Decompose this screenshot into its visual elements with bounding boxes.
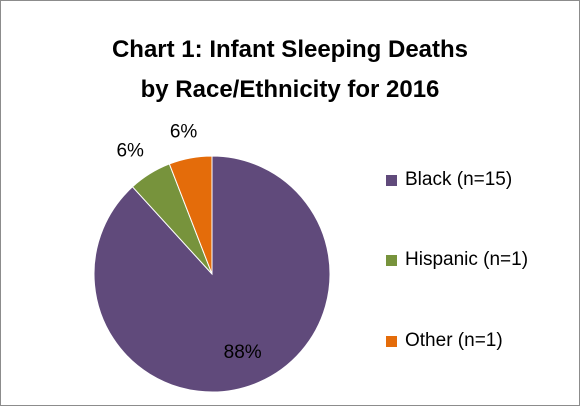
legend-label-hispanic: Hispanic (n=1)	[405, 249, 529, 270]
pie-slice-black	[93, 155, 331, 393]
legend-label-other: Other (n=1)	[405, 330, 503, 351]
chart-title-line-1: Chart 1: Infant Sleeping Deaths	[111, 36, 469, 63]
slice-label-black: 88%	[224, 342, 262, 363]
legend-swatch-hispanic	[386, 255, 397, 266]
chart-title-line-2: by Race/Ethnicity for 2016	[140, 76, 440, 103]
legend-swatch-other	[386, 336, 397, 347]
chart-title: Chart 1: Infant Sleeping Deaths by Race/…	[0, 30, 580, 110]
legend-label-black: Black (n=15)	[405, 169, 513, 190]
slice-label-hispanic: 6%	[116, 141, 144, 162]
slice-label-other: 6%	[170, 122, 198, 143]
pie-slice-other	[168, 155, 213, 275]
legend-swatch-black	[386, 175, 397, 186]
